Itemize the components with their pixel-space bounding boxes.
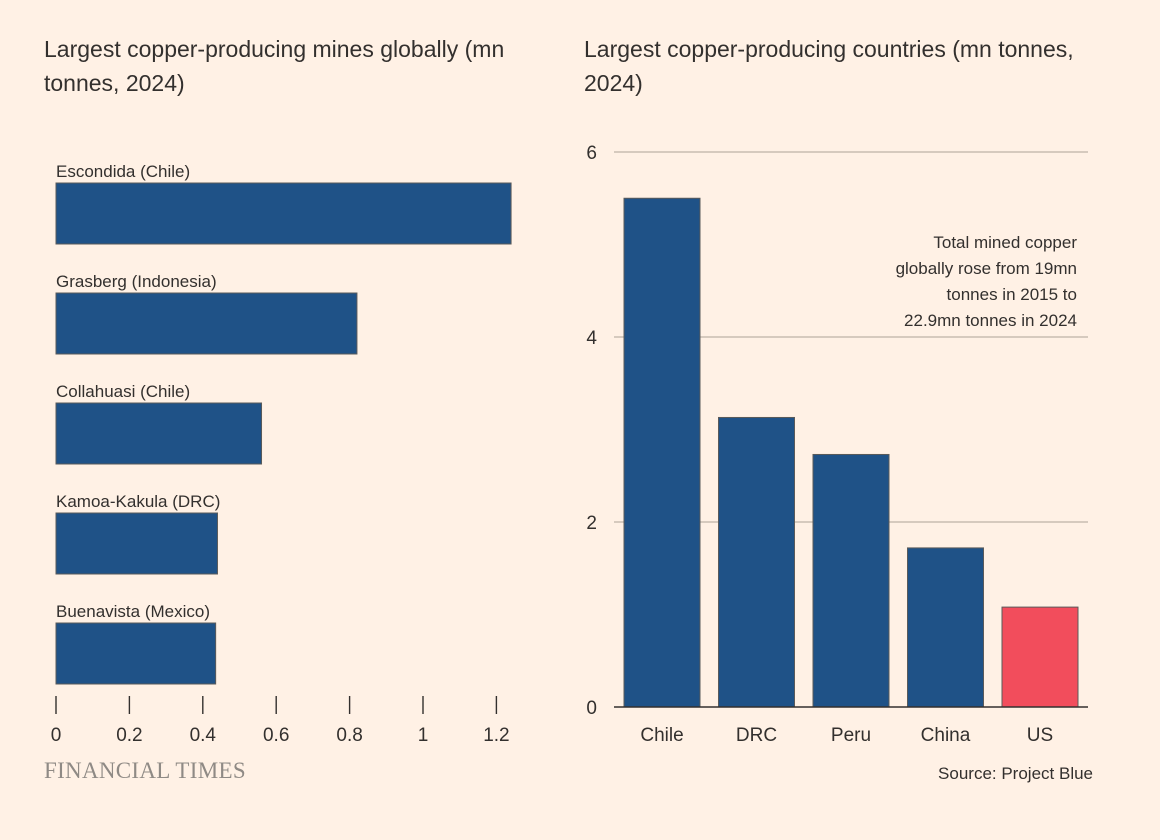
country-bar xyxy=(623,197,701,708)
mine-label: Kamoa-Kakula (DRC) xyxy=(56,492,220,511)
y-tick-label: 2 xyxy=(586,513,597,534)
y-tick-label: 0 xyxy=(586,698,597,719)
source-note: Source: Project Blue xyxy=(938,764,1093,783)
countries-chart-title: Largest copper-producing countries (mn t… xyxy=(584,36,1074,96)
y-tick-label: 4 xyxy=(586,328,597,349)
annotation-halo: globally rose from 19mn xyxy=(896,259,1077,278)
annotation-text: tonnes in 2015 to xyxy=(947,285,1077,304)
mine-label: Collahuasi (Chile) xyxy=(56,382,190,401)
annotation-halo: 22.9mn tonnes in 2024 xyxy=(904,311,1077,330)
x-tick-label: 0.8 xyxy=(336,725,362,746)
mine-bar xyxy=(55,622,217,685)
x-tick-label: 0 xyxy=(51,725,62,746)
x-tick-label: 1.2 xyxy=(483,725,509,746)
annotation-halo: Total mined copper xyxy=(933,233,1077,252)
mine-label: Grasberg (Indonesia) xyxy=(56,272,217,291)
annotation-text: Total mined copper xyxy=(933,233,1077,252)
y-tick-label: 6 xyxy=(586,143,597,164)
country-bar xyxy=(907,547,984,708)
country-bar xyxy=(1001,606,1079,708)
x-tick-label: Peru xyxy=(831,725,871,746)
mine-bar xyxy=(55,512,218,575)
x-tick-label: 0.6 xyxy=(263,725,289,746)
mine-bar xyxy=(55,402,263,465)
country-bar xyxy=(812,453,890,708)
mine-bar xyxy=(55,182,512,245)
annotation-text: globally rose from 19mn xyxy=(896,259,1077,278)
mines-chart-title: Largest copper-producing mines globally … xyxy=(44,36,505,96)
x-tick-label: China xyxy=(921,725,971,746)
annotation-halo: tonnes in 2015 to xyxy=(947,285,1077,304)
x-tick-label: 0.2 xyxy=(116,725,142,746)
x-tick-label: 1 xyxy=(418,725,429,746)
mine-label: Escondida (Chile) xyxy=(56,162,190,181)
country-bar xyxy=(718,416,795,708)
x-tick-label: DRC xyxy=(736,725,777,746)
annotation-text: 22.9mn tonnes in 2024 xyxy=(904,311,1077,330)
x-tick-label: US xyxy=(1027,725,1053,746)
mine-bar xyxy=(55,292,358,355)
ft-logo: FINANCIAL TIMES xyxy=(44,758,246,783)
x-tick-label: Chile xyxy=(640,725,683,746)
mine-label: Buenavista (Mexico) xyxy=(56,602,210,621)
x-tick-label: 0.4 xyxy=(190,725,217,746)
